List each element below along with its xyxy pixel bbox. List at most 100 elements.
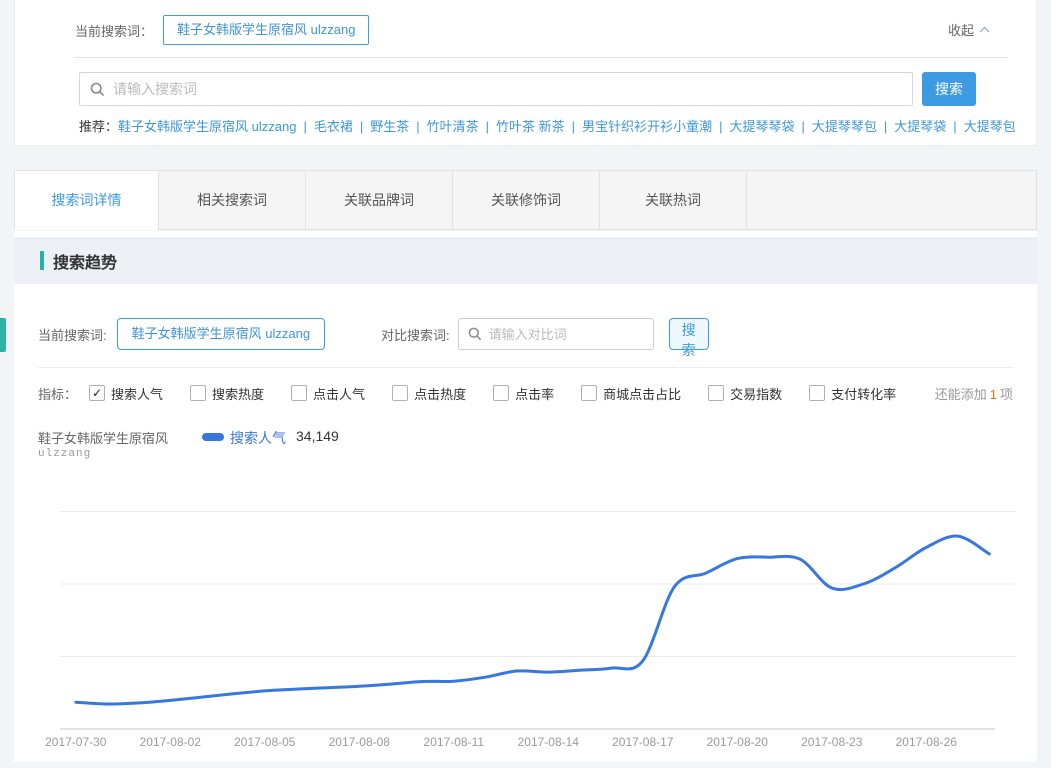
x-axis-tick-label: 2017-08-20 <box>707 735 769 749</box>
link-separator: | <box>953 119 957 134</box>
tab-4[interactable]: 关联修饰词 <box>453 171 600 229</box>
compare-search-button[interactable]: 搜索 <box>668 318 709 358</box>
add-count: 1 <box>989 386 997 402</box>
recommend-link[interactable]: 鞋子女韩版学生原宿风 ulzzang <box>118 119 297 134</box>
legend-term-line2: ulzzang <box>38 448 92 460</box>
checkbox-unchecked[interactable] <box>291 385 308 401</box>
recommend-row: 推荐：鞋子女韩版学生原宿风 ulzzang | 毛衣裙 | 野生茶 | 竹叶清茶 | 竹叶茶 新… <box>79 116 1016 135</box>
chart-legend: 鞋子女韩版学生原宿风 ulzzang 搜索人气 34,149 <box>38 428 339 460</box>
link-separator: | <box>571 119 576 134</box>
chevron-up-icon <box>979 26 990 33</box>
collapse-label: 收起 <box>947 23 974 38</box>
metric-label: 点击热度 <box>414 386 467 402</box>
checkbox-unchecked[interactable] <box>809 385 826 401</box>
compare-row: 当前搜索词: 鞋子女韩版学生原宿风 ulzzang 对比搜索词: 搜索 <box>38 317 709 358</box>
recommend-link[interactable]: 大提琴琴袋 <box>729 119 795 134</box>
legend-metric-value: 34,149 <box>296 428 339 444</box>
x-axis-tick-label: 2017-08-02 <box>140 735 202 749</box>
link-separator: | <box>485 119 490 134</box>
metric-label: 搜索热度 <box>212 386 265 402</box>
metric-item[interactable]: 点击热度 <box>392 384 466 403</box>
metric-list: ✓ 搜索人气 搜索热度 点击人气 点击热度 点击率 商城点击占比 交易指数 支付转化率 <box>89 384 923 403</box>
add-hint: 还能添加 1 项 <box>934 386 1013 402</box>
metric-item[interactable]: ✓ 搜索人气 <box>89 384 163 403</box>
legend-term-line1: 鞋子女韩版学生原宿风 <box>38 431 169 446</box>
link-separator: | <box>719 119 723 134</box>
compare-term-label: 对比搜索词: <box>381 327 450 343</box>
checkbox-unchecked[interactable] <box>190 385 207 401</box>
recommend-link[interactable]: 竹叶清茶 <box>426 119 479 134</box>
metrics-row: 指标： ✓ 搜索人气 搜索热度 点击人气 点击热度 点击率 商城点击占比 交易指数 支付转化率 … <box>38 382 1013 404</box>
recommend-link[interactable]: 野生茶 <box>370 119 410 134</box>
checkbox-unchecked[interactable] <box>392 385 409 401</box>
metric-label: 交易指数 <box>730 386 783 402</box>
tab-bar: 搜索词详情 相关搜索词 关联品牌词 关联修饰词 关联热词 <box>14 170 1037 230</box>
x-axis-tick-label: 2017-08-23 <box>801 735 863 749</box>
link-separator: | <box>416 119 420 134</box>
compare-input-wrap <box>457 318 654 350</box>
metric-item[interactable]: 点击率 <box>493 384 554 403</box>
trend-chart: 2017-07-30 2017-08-02 2017-08-05 2017-08-08… <box>45 511 1015 749</box>
checkbox-checked[interactable]: ✓ <box>89 385 106 401</box>
recommend-link[interactable]: 大提琴袋 <box>894 119 947 134</box>
link-separator: | <box>303 119 307 134</box>
trend-line <box>74 534 991 706</box>
current-term-tag[interactable]: 鞋子女韩版学生原宿风 ulzzang <box>163 15 370 45</box>
section-accent-bar <box>40 251 44 270</box>
current-term-tag-2[interactable]: 鞋子女韩版学生原宿风 ulzzang <box>116 318 326 350</box>
x-axis-tick-label: 2017-08-17 <box>612 735 674 749</box>
recommend-link[interactable]: 男宝针织衫开衫小童潮 <box>582 119 713 134</box>
recommend-links: 鞋子女韩版学生原宿风 ulzzang | 毛衣裙 | 野生茶 | 竹叶清茶 | 竹叶茶 新茶 | 男… <box>118 119 1016 134</box>
metric-label: 支付转化率 <box>831 386 897 402</box>
current-term-label-2: 当前搜索词: <box>38 327 107 343</box>
metric-item[interactable]: 支付转化率 <box>809 384 896 403</box>
legend-term: 鞋子女韩版学生原宿风 ulzzang <box>38 428 202 460</box>
checkbox-unchecked[interactable] <box>581 385 598 401</box>
search-input-wrap <box>79 72 913 106</box>
metric-label: 搜索人气 <box>111 386 164 402</box>
search-button[interactable]: 搜索 <box>922 72 976 106</box>
search-panel: 当前搜索词： 鞋子女韩版学生原宿风 ulzzang 收起 搜索 推荐：鞋子女韩版… <box>14 0 1037 146</box>
x-axis-tick-label: 2017-08-08 <box>329 735 391 749</box>
recommend-link[interactable]: 大提琴琴包 <box>811 119 877 134</box>
tab-2[interactable]: 相关搜索词 <box>159 171 306 229</box>
metric-item[interactable]: 交易指数 <box>708 384 782 403</box>
recommend-link[interactable]: 毛衣裙 <box>313 119 353 134</box>
checkbox-unchecked[interactable] <box>493 385 510 401</box>
collapse-toggle[interactable]: 收起 <box>948 20 990 39</box>
recommend-label: 推荐： <box>79 119 119 134</box>
section-title: 搜索趋势 <box>53 254 118 272</box>
tab-1[interactable]: 搜索词详情 <box>15 171 159 230</box>
metric-label: 商城点击占比 <box>603 386 682 402</box>
x-axis-tick-label: 2017-07-30 <box>45 735 107 749</box>
legend-metric-name[interactable]: 搜索人气 <box>230 430 286 446</box>
metric-item[interactable]: 搜索热度 <box>190 384 264 403</box>
trend-card: 搜索趋势 当前搜索词: 鞋子女韩版学生原宿风 ulzzang 对比搜索词: 搜索… <box>14 231 1037 762</box>
section-header: 搜索趋势 <box>14 237 1037 284</box>
divider <box>75 57 1008 58</box>
side-feedback-tab[interactable] <box>0 318 6 352</box>
metric-label: 点击人气 <box>313 386 366 402</box>
metric-item[interactable]: 点击人气 <box>291 384 365 403</box>
link-separator: | <box>883 119 888 134</box>
metric-label: 点击率 <box>515 386 555 402</box>
x-axis-tick-label: 2017-08-26 <box>896 735 958 749</box>
legend-marker[interactable] <box>202 433 224 441</box>
x-axis-tick-label: 2017-08-14 <box>518 735 580 749</box>
tab-3[interactable]: 关联品牌词 <box>306 171 453 229</box>
metric-item[interactable]: 商城点击占比 <box>581 384 681 403</box>
tab-5[interactable]: 关联热词 <box>600 171 747 229</box>
search-icon <box>90 82 105 96</box>
divider <box>38 367 1013 368</box>
recommend-link[interactable]: 大提琴包 <box>963 119 1016 134</box>
compare-input[interactable] <box>486 325 653 343</box>
checkbox-unchecked[interactable] <box>708 385 725 401</box>
x-axis-tick-label: 2017-08-05 <box>234 735 296 749</box>
search-input[interactable] <box>111 80 912 98</box>
recommend-link[interactable]: 竹叶茶 新茶 <box>496 119 565 134</box>
search-icon <box>468 327 481 341</box>
x-axis-tick-label: 2017-08-11 <box>424 735 485 749</box>
link-separator: | <box>359 119 364 134</box>
metrics-label: 指标： <box>38 386 78 402</box>
